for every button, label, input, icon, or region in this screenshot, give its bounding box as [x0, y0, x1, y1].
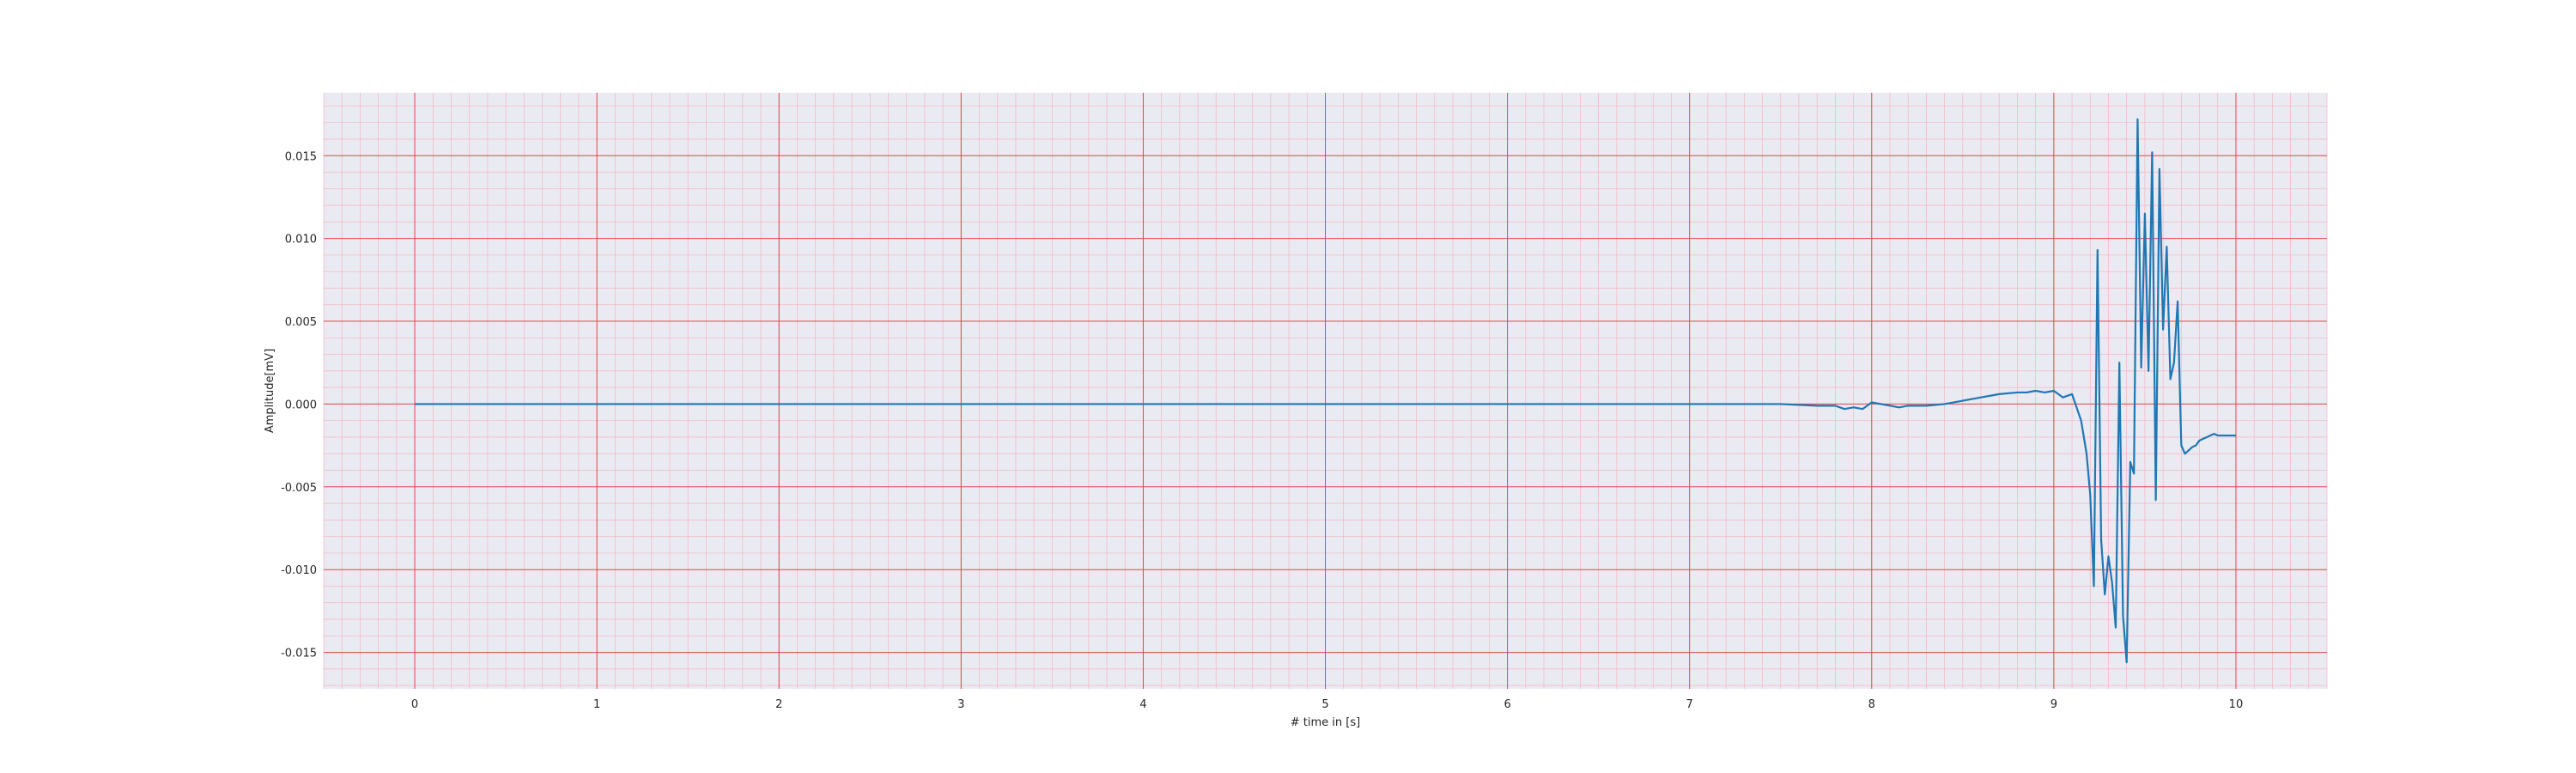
x-axis-label: # time in [s]	[1291, 716, 1360, 729]
x-tick-labels: 0 1 2 3 4 5 6 7 8 9 10	[411, 698, 2243, 711]
y-tick-label: 0.010	[285, 234, 317, 247]
x-tick-label: 2	[775, 698, 782, 711]
x-tick-label: 6	[1504, 698, 1510, 711]
y-tick-label: -0.015	[281, 648, 317, 660]
series-line-0	[415, 118, 2236, 664]
x-tick-label: 5	[1321, 698, 1328, 711]
series-layer	[415, 118, 2236, 664]
x-tick-label: 0	[411, 698, 418, 711]
y-tick-label: 0.015	[285, 150, 317, 163]
x-tick-label: 1	[593, 698, 600, 711]
y-tick-label: -0.005	[281, 482, 317, 495]
x-tick-label: 3	[957, 698, 964, 711]
x-tick-label: 4	[1139, 698, 1146, 711]
x-tick-label: 10	[2229, 698, 2244, 711]
x-tick-label: 7	[1686, 698, 1693, 711]
y-tick-label: -0.010	[281, 564, 317, 577]
x-tick-label: 9	[2050, 698, 2057, 711]
y-tick-labels: 0.015 0.010 0.005 0.000 -0.005 -0.010 -0.015	[281, 150, 317, 660]
y-tick-label: 0.000	[285, 399, 317, 411]
y-axis-label: Amplitude[mV]	[264, 349, 276, 433]
y-tick-label: 0.005	[285, 316, 317, 329]
x-tick-label: 8	[1868, 698, 1875, 711]
